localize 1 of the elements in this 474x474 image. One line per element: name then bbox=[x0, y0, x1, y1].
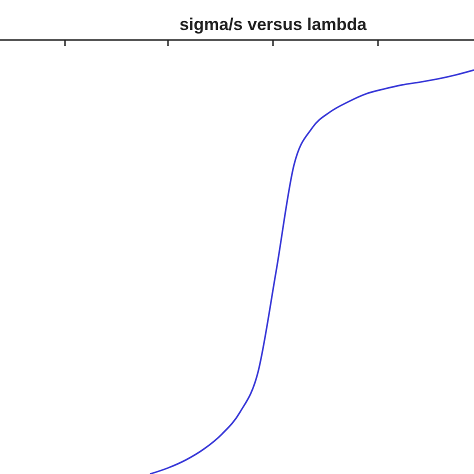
chart-title: sigma/s versus lambda bbox=[179, 15, 368, 34]
